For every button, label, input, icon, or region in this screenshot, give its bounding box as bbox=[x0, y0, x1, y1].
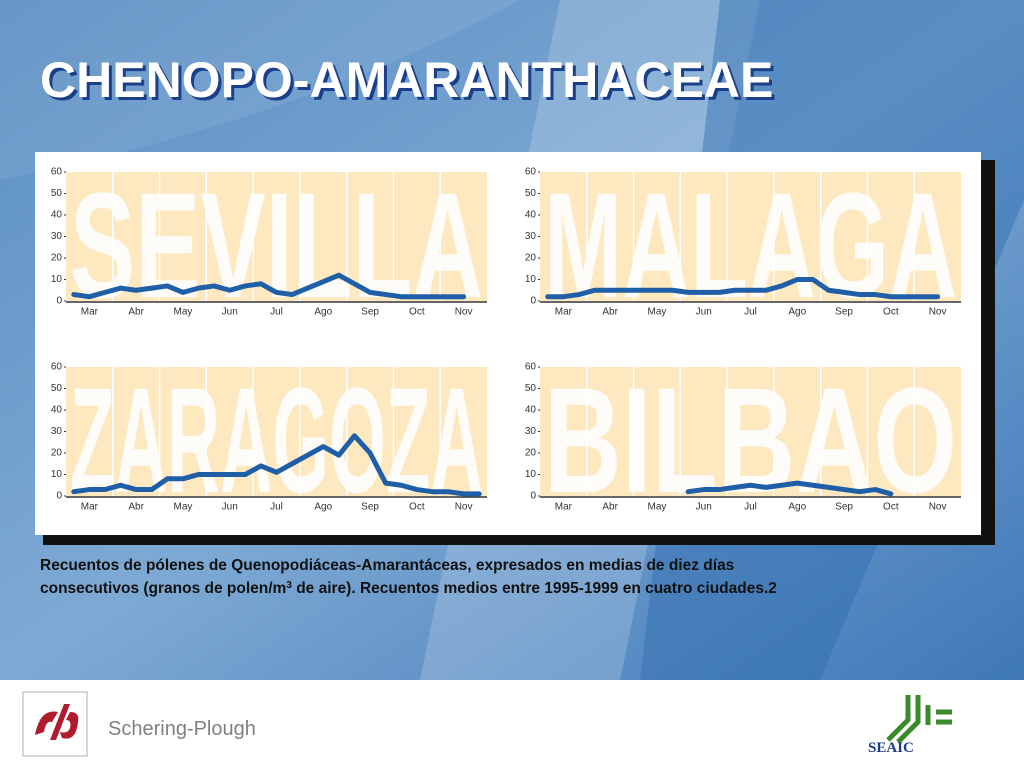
caption-line: Recuentos de pólenes de Quenopodiáceas-A… bbox=[40, 557, 734, 574]
y-tick-label: 0 bbox=[530, 491, 536, 502]
chart: ZARAGOZA 0 10 20 30 40 50 60 Mar Abr May Jun Jul Ago S… bbox=[51, 356, 487, 524]
x-tick-label: Mar bbox=[81, 502, 99, 513]
x-tick-label: Jun bbox=[222, 502, 238, 513]
plot-area bbox=[540, 367, 961, 496]
y-tick-label: 60 bbox=[51, 362, 63, 373]
x-tick-label: Jul bbox=[744, 502, 757, 513]
y-tick-label: 40 bbox=[525, 405, 537, 416]
x-tick-label: May bbox=[647, 307, 666, 318]
x-tick-label: Ago bbox=[788, 307, 806, 318]
x-tick-label: Ago bbox=[314, 307, 332, 318]
y-tick-label: 40 bbox=[51, 405, 63, 416]
x-tick-label: May bbox=[173, 502, 192, 513]
x-tick-label: Jun bbox=[696, 307, 712, 318]
y-tick-label: 40 bbox=[525, 210, 537, 221]
x-tick-label: Mar bbox=[555, 502, 573, 513]
x-tick-label: May bbox=[173, 307, 192, 318]
y-tick-label: 60 bbox=[525, 362, 537, 373]
seaic-text: SEAIC bbox=[868, 740, 914, 756]
x-tick-label: Nov bbox=[929, 502, 947, 513]
x-tick-label: Jun bbox=[696, 502, 712, 513]
x-tick-label: Oct bbox=[409, 307, 425, 318]
x-tick-label: Oct bbox=[883, 502, 899, 513]
x-tick-label: Sep bbox=[835, 307, 853, 318]
x-tick-label: Mar bbox=[555, 307, 573, 318]
city-watermark: MALAGA bbox=[544, 161, 957, 329]
city-watermark: ZARAGOZA bbox=[70, 356, 483, 524]
data-line bbox=[71, 272, 467, 300]
y-tick-label: 20 bbox=[51, 253, 63, 264]
x-tick-label: Jul bbox=[270, 502, 283, 513]
x-tick-label: Oct bbox=[409, 502, 425, 513]
company-name: Schering-Plough bbox=[108, 718, 256, 740]
x-tick-label: Oct bbox=[883, 307, 899, 318]
caption-text: de aire). Recuentos medios entre 1995-19… bbox=[292, 580, 777, 597]
seaic-logo: SEAIC bbox=[868, 695, 952, 756]
plot-area bbox=[540, 172, 961, 301]
city-watermark: SEVILLA bbox=[70, 161, 483, 329]
chart: SEVILLA 0 10 20 30 40 50 60 Mar Abr May Jun Jul Ago Se… bbox=[51, 161, 487, 329]
caption-line: consecutivos (granos de polen/m3 de aire… bbox=[40, 580, 777, 597]
x-tick-label: Sep bbox=[361, 307, 379, 318]
x-tick-label: Abr bbox=[128, 307, 144, 318]
y-tick-label: 50 bbox=[51, 188, 63, 199]
y-tick-label: 50 bbox=[525, 383, 537, 394]
logo-mark bbox=[35, 704, 79, 740]
x-tick-label: May bbox=[647, 502, 666, 513]
bg-shape bbox=[0, 0, 520, 180]
slide-title-shadow: CHENOPO-AMARANTHACEAE bbox=[43, 55, 776, 111]
x-tick-label: Jul bbox=[744, 307, 757, 318]
x-tick-label: Sep bbox=[361, 502, 379, 513]
x-tick-label: Jul bbox=[270, 307, 283, 318]
y-tick-label: 10 bbox=[525, 274, 537, 285]
y-tick-label: 0 bbox=[56, 491, 62, 502]
y-tick-label: 0 bbox=[56, 296, 62, 307]
charts: SEVILLA 0 10 20 30 40 50 60 Mar Abr May Jun Jul Ago Se… bbox=[51, 161, 961, 524]
city-watermark: BILBAO bbox=[544, 356, 957, 524]
x-tick-label: Abr bbox=[602, 307, 618, 318]
x-tick-label: Nov bbox=[929, 307, 947, 318]
y-tick-label: 30 bbox=[51, 426, 63, 437]
footer bbox=[0, 680, 1024, 768]
y-tick-label: 30 bbox=[525, 426, 537, 437]
x-tick-label: Nov bbox=[455, 307, 473, 318]
x-tick-label: Sep bbox=[835, 502, 853, 513]
plot-area bbox=[66, 172, 487, 301]
y-tick-label: 30 bbox=[525, 231, 537, 242]
x-tick-label: Nov bbox=[455, 502, 473, 513]
y-tick-label: 10 bbox=[525, 469, 537, 480]
y-tick-label: 50 bbox=[51, 383, 63, 394]
y-tick-label: 60 bbox=[51, 167, 63, 178]
y-tick-label: 40 bbox=[51, 210, 63, 221]
y-tick-label: 0 bbox=[530, 296, 536, 307]
x-tick-label: Ago bbox=[314, 502, 332, 513]
y-tick-label: 20 bbox=[51, 448, 63, 459]
y-tick-label: 20 bbox=[525, 253, 537, 264]
y-tick-label: 30 bbox=[51, 231, 63, 242]
x-tick-label: Abr bbox=[128, 502, 144, 513]
x-tick-label: Ago bbox=[788, 502, 806, 513]
chart: MALAGA 0 10 20 30 40 50 60 Mar Abr May Jun Jul Ago Sep… bbox=[525, 161, 961, 329]
y-tick-label: 60 bbox=[525, 167, 537, 178]
caption-text: consecutivos (granos de polen/m bbox=[40, 580, 286, 597]
y-tick-label: 50 bbox=[525, 188, 537, 199]
chart: BILBAO 0 10 20 30 40 50 60 Mar Abr May Jun Jul Ago Sep… bbox=[525, 356, 961, 524]
seaic-mark bbox=[886, 695, 952, 744]
slide-title: CHENOPO-AMARANTHACEAE bbox=[40, 52, 773, 108]
x-tick-label: Abr bbox=[602, 502, 618, 513]
y-tick-label: 10 bbox=[51, 469, 63, 480]
caption-sup: 3 bbox=[286, 580, 292, 591]
data-line bbox=[545, 277, 941, 300]
x-tick-label: Jun bbox=[222, 307, 238, 318]
y-tick-label: 20 bbox=[525, 448, 537, 459]
x-tick-label: Mar bbox=[81, 307, 99, 318]
y-tick-label: 10 bbox=[51, 274, 63, 285]
data-line bbox=[685, 480, 894, 497]
data-line bbox=[71, 433, 482, 497]
